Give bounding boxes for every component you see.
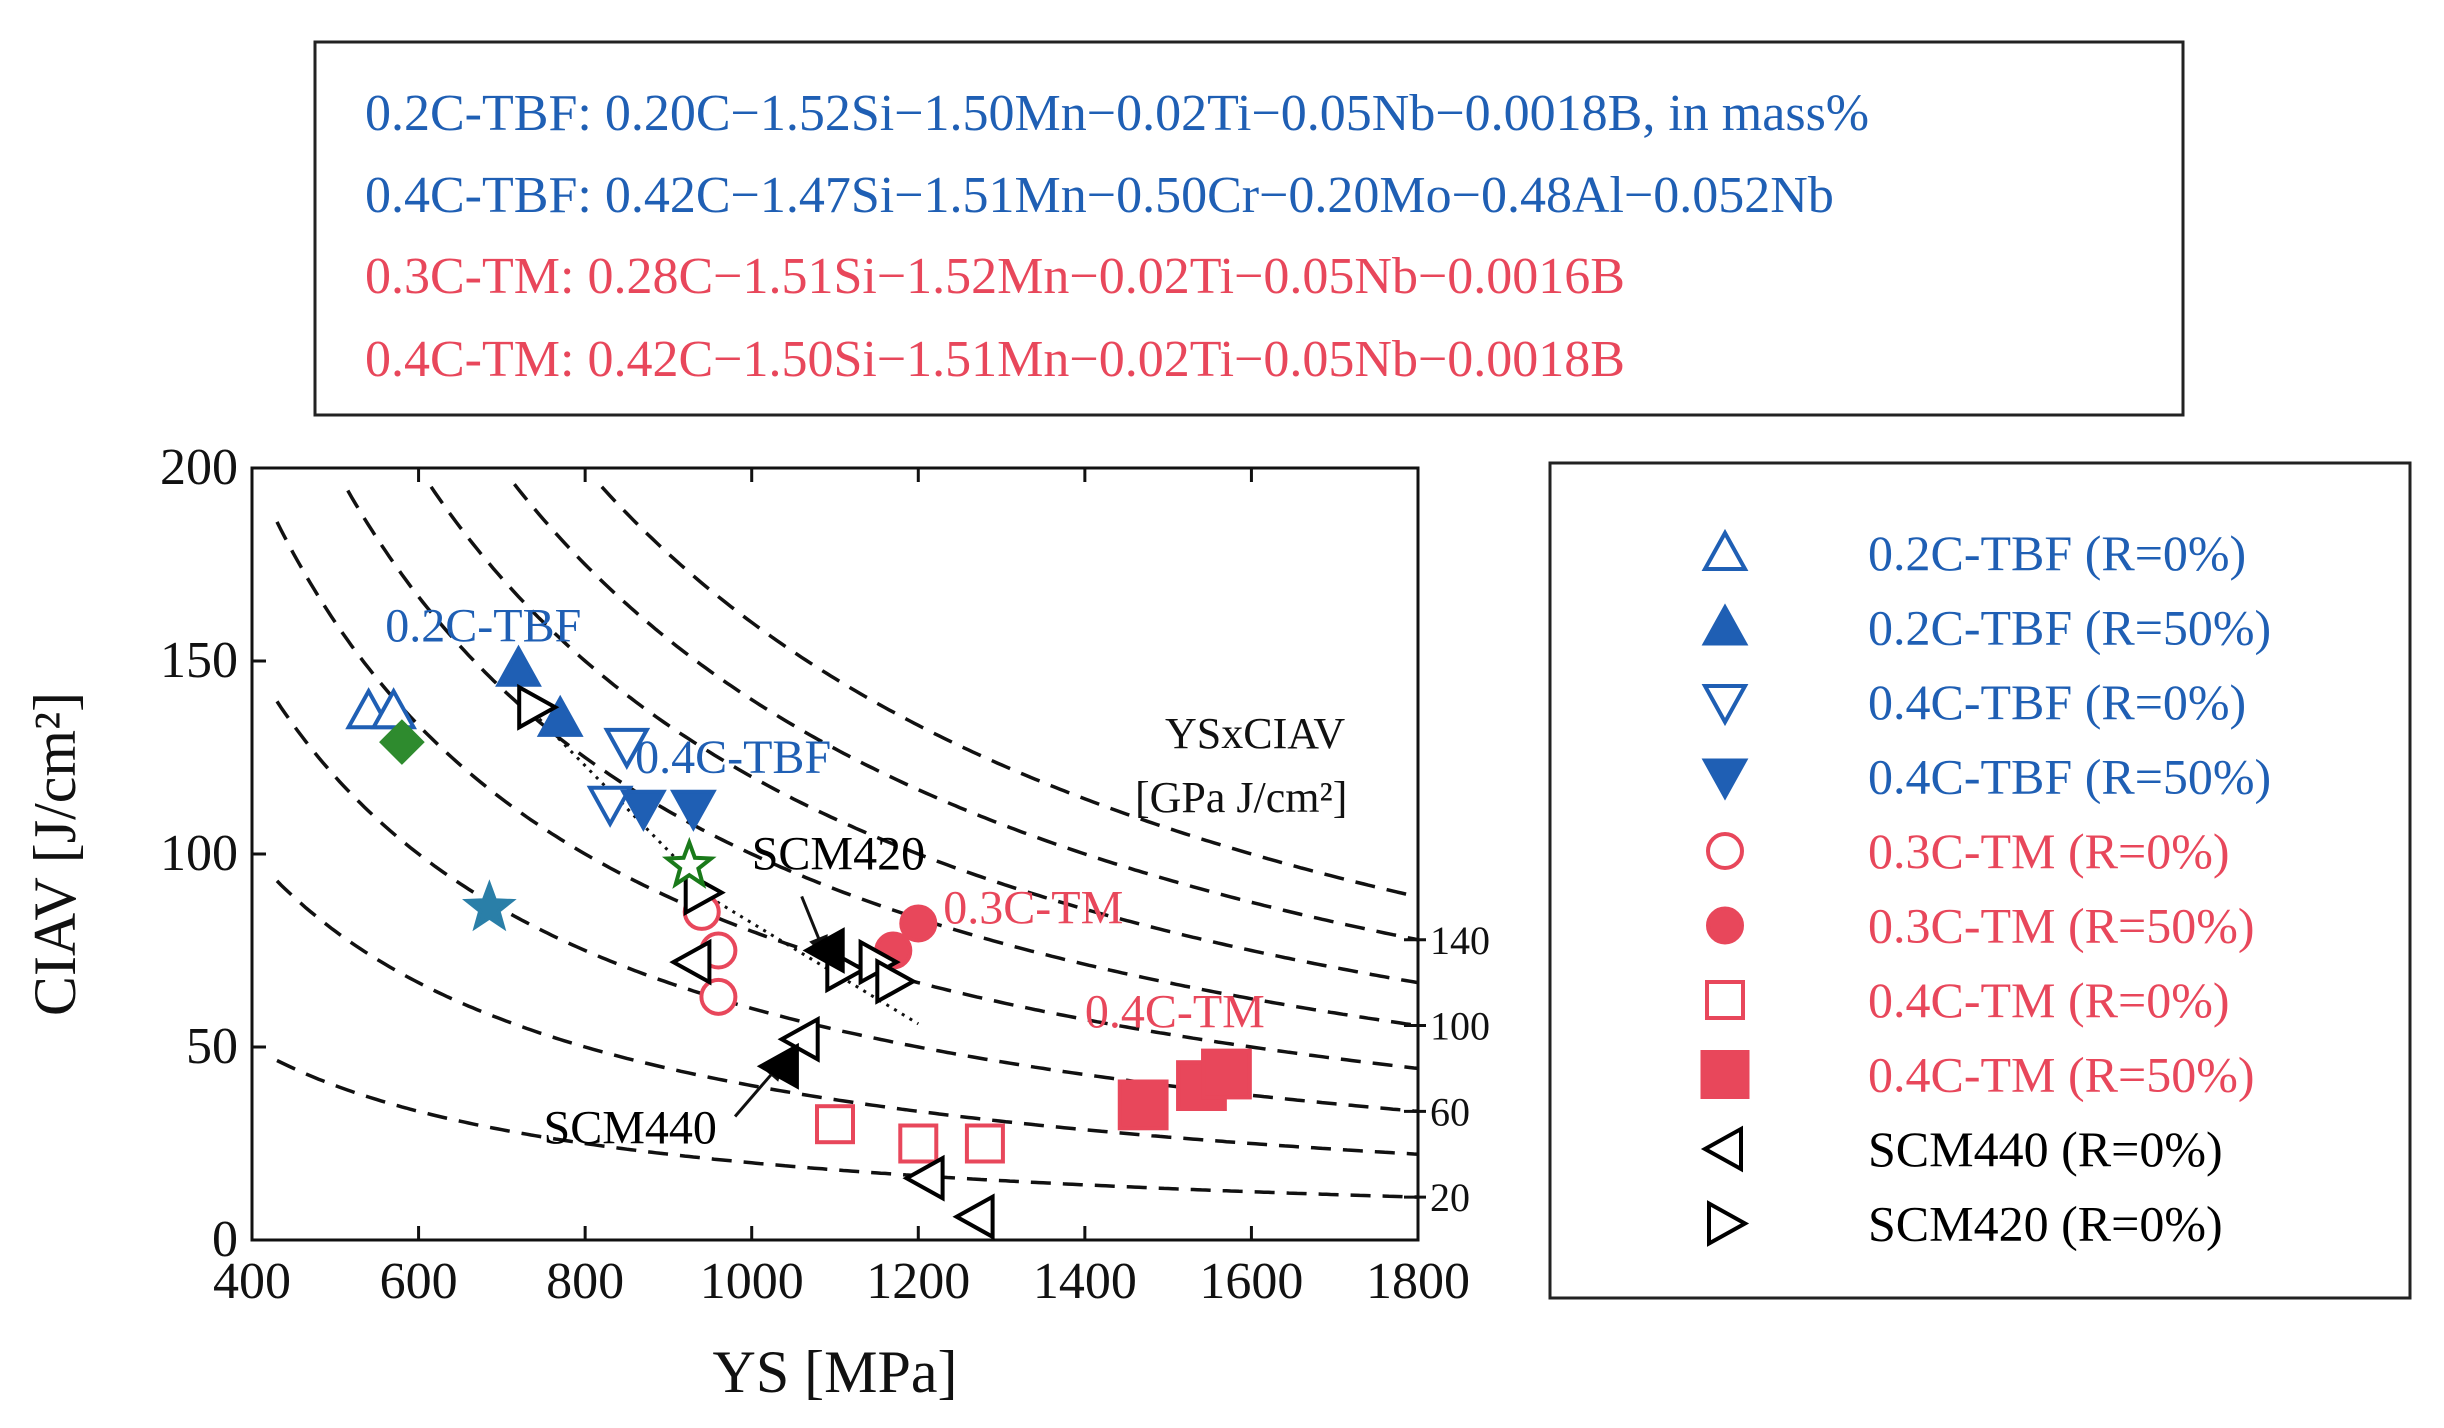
contour-tick-label: 100 — [1430, 1004, 1490, 1049]
composition-line-4: 0.4C-TM: 0.42C−1.50Si−1.51Mn−0.02Ti−0.05… — [365, 331, 1625, 388]
contour-tick-labels: 20 60 100 140 — [1404, 918, 1490, 1220]
legend-marker-0-4c-tm-r-50 — [1700, 1050, 1750, 1099]
contour-line — [513, 483, 1419, 942]
plot-area: 400 600 800 1000 1200 1400 1600 1800 0 50 100 150 2… — [22, 439, 1490, 1405]
y-axis-ticks: 0 50 100 150 200 — [160, 439, 266, 1268]
composition-line-1: 0.2C-TBF: 0.20C−1.52Si−1.50Mn−0.02Ti−0.0… — [365, 85, 1869, 142]
y-tick-label: 150 — [160, 632, 238, 689]
y-tick-label: 0 — [212, 1211, 238, 1268]
legend-frame — [1548, 461, 2412, 1300]
data-points — [345, 644, 1252, 1241]
point-0-4c-tm-r-0 — [898, 1123, 939, 1164]
contour-tick-label: 140 — [1430, 918, 1490, 963]
point-unlabeled-filled-left-b — [756, 1042, 799, 1090]
legend-marker-0-4c-tm-r-0 — [1705, 980, 1745, 1020]
annotation-label: 0.4C-TM — [1085, 986, 1265, 1039]
point-0-4c-tbf-r-0 — [586, 785, 634, 828]
legend-label-0-4c-tbf-r-0: 0.4C-TBF (R=0%) — [1868, 674, 2246, 730]
point-0-3c-tm-r-0 — [699, 977, 738, 1016]
point-0-2c-tbf-r-50 — [536, 694, 584, 737]
legend-marker-scm420-r-0 — [1707, 1200, 1750, 1247]
contour-label-line1: YSxCIAV — [1165, 709, 1345, 758]
legend-label-scm420-r-0: SCM420 (R=0%) — [1868, 1196, 2223, 1252]
point-0-4c-tm-r-50 — [1201, 1048, 1252, 1100]
point-unlabeled-star-green — [661, 836, 717, 889]
legend-label-0-2c-tbf-r-0: 0.2C-TBF (R=0%) — [1868, 525, 2246, 581]
contour-line — [346, 489, 1419, 1028]
point-scm420-r-0 — [517, 683, 560, 731]
guide-lines — [538, 717, 920, 1026]
legend: 0.2C-TBF (R=0%) 0.2C-TBF (R=50%) 0.4C-TBF … — [1548, 461, 2412, 1300]
x-tick-label: 1400 — [1033, 1253, 1137, 1310]
point-0-4c-tm-r-0 — [964, 1123, 1005, 1164]
point-scm420-r-0 — [875, 958, 918, 1005]
annotation-label: 0.4C-TBF — [635, 731, 831, 784]
x-tick-label: 800 — [546, 1253, 624, 1310]
x-tick-label: 1000 — [700, 1253, 804, 1310]
contour-line — [275, 879, 1419, 1156]
legend-marker-scm440-r-0 — [1700, 1125, 1743, 1173]
point-0-2c-tbf-r-50 — [495, 644, 542, 687]
contour-line — [276, 1058, 1419, 1199]
point-0-4c-tbf-r-50 — [670, 789, 717, 832]
y-tick-label: 50 — [186, 1018, 238, 1075]
point-scm440-r-0 — [902, 1154, 945, 1202]
legend-marker-0-4c-tbf-r-50 — [1701, 758, 1749, 801]
composition-box: 0.2C-TBF: 0.20C−1.52Si−1.50Mn−0.02Ti−0.0… — [313, 40, 2185, 417]
legend-label-0-4c-tm-r-0: 0.4C-TM (R=0%) — [1868, 972, 2230, 1028]
point-0-4c-tbf-r-50 — [620, 789, 667, 832]
point-scm440-r-0 — [777, 1015, 820, 1063]
composition-box-frame — [313, 40, 2185, 417]
contour-line — [600, 485, 1419, 899]
x-axis-ticks: 400 600 800 1000 1200 1400 1600 1800 — [213, 468, 1470, 1310]
point-0-4c-tbf-r-0 — [603, 727, 651, 771]
point-unlabeled-filled-left-a — [802, 927, 845, 974]
point-unlabeled-diamond — [379, 719, 425, 765]
legend-marker-0-3c-tm-r-50 — [1706, 906, 1744, 945]
annotation-label: SCM420 — [752, 827, 925, 880]
dotted-guide — [538, 717, 703, 886]
contour-line — [429, 485, 1419, 985]
contour-tick-label: 20 — [1430, 1175, 1470, 1220]
point-0-3c-tm-r-50 — [899, 904, 938, 943]
x-tick-label: 1600 — [1199, 1253, 1303, 1310]
annotation-label: 0.2C-TBF — [385, 600, 581, 653]
point-0-4c-tm-r-0 — [815, 1104, 855, 1145]
annotation-label: 0.3C-TM — [943, 881, 1123, 934]
series-annotations: 0.2C-TBF 0.4C-TBF SCM420 0.3C-TM 0.4C-TM SCM4… — [385, 600, 1265, 1155]
contour-tick-label: 60 — [1430, 1089, 1470, 1134]
legend-marker-0-2c-tbf-r-0 — [1701, 528, 1749, 571]
annotation-label: SCM440 — [544, 1102, 717, 1155]
legend-label-0-4c-tbf-r-50: 0.4C-TBF (R=50%) — [1868, 749, 2271, 805]
point-0-2c-tbf-r-0 — [370, 687, 417, 730]
point-0-4c-tm-r-50 — [1117, 1079, 1169, 1131]
y-axis-label: CIAV [J/cm²] — [22, 692, 88, 1016]
point-unlabeled-star-teal — [462, 879, 517, 932]
legend-marker-0-4c-tbf-r-0 — [1701, 684, 1749, 727]
y-tick-label: 200 — [160, 439, 238, 496]
legend-label-scm440-r-0: SCM440 (R=0%) — [1868, 1121, 2223, 1177]
y-tick-label: 100 — [160, 825, 238, 882]
x-tick-label: 1800 — [1366, 1253, 1470, 1310]
x-tick-label: 600 — [380, 1253, 458, 1310]
point-scm440-r-0 — [669, 938, 712, 986]
x-tick-label: 400 — [213, 1253, 291, 1310]
contour-label-line2: [GPa J/cm²] — [1135, 773, 1347, 822]
legend-label-0-2c-tbf-r-50: 0.2C-TBF (R=50%) — [1868, 600, 2271, 656]
x-axis-label: YS [MPa] — [712, 1339, 957, 1405]
legend-label-0-3c-tm-r-0: 0.3C-TM (R=0%) — [1868, 823, 2230, 879]
composition-line-2: 0.4C-TBF: 0.42C−1.47Si−1.51Mn−0.50Cr−0.2… — [365, 167, 1834, 224]
dotted-guide — [700, 891, 920, 1026]
legend-marker-0-3c-tm-r-0 — [1706, 832, 1744, 870]
legend-items: 0.2C-TBF (R=0%) 0.2C-TBF (R=50%) 0.4C-TBF … — [1700, 525, 2271, 1252]
legend-label-0-4c-tm-r-50: 0.4C-TM (R=50%) — [1868, 1047, 2255, 1103]
x-tick-label: 1200 — [866, 1253, 970, 1310]
legend-label-0-3c-tm-r-50: 0.3C-TM (R=50%) — [1868, 898, 2255, 954]
legend-marker-0-2c-tbf-r-50 — [1701, 603, 1749, 646]
composition-line-3: 0.3C-TM: 0.28C−1.51Si−1.52Mn−0.02Ti−0.05… — [365, 248, 1625, 305]
point-scm440-r-0 — [952, 1193, 995, 1241]
